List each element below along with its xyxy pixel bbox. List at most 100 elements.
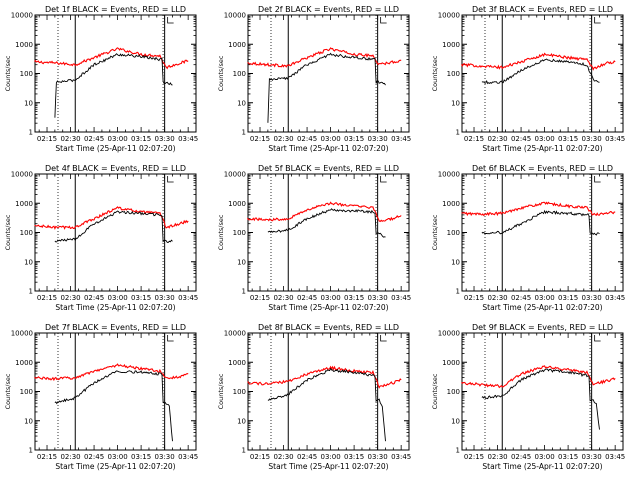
chart-panel-6: Det 6f BLACK = Events, RED = LLD Start Ti… xyxy=(431,164,625,312)
y-tick-label: 100 xyxy=(447,70,460,78)
y-tick-label: 10 xyxy=(451,99,460,107)
bracket-marker xyxy=(167,335,174,342)
x-tick-label: 03:00 xyxy=(534,453,554,461)
x-tick-label: 03:00 xyxy=(534,135,554,143)
x-tick-label: 02:45 xyxy=(511,135,531,143)
chart-panel-7: Det 7f BLACK = Events, RED = LLD Start Ti… xyxy=(4,323,198,471)
x-tick-label: 02:45 xyxy=(84,294,104,302)
x-tick-label: 03:30 xyxy=(155,294,175,302)
y-tick-label: 1000 xyxy=(15,359,33,367)
y-tick-label: 10 xyxy=(24,417,33,425)
series-line-black xyxy=(54,53,173,118)
plot-frame xyxy=(461,173,624,292)
y-tick-label: 10 xyxy=(451,258,460,266)
plot-frame xyxy=(247,173,410,292)
x-tick-label: 03:15 xyxy=(558,135,578,143)
x-tick-label: 02:30 xyxy=(487,135,507,143)
y-axis-label: Counts/sec xyxy=(217,55,225,91)
chart-panel-4: Det 4f BLACK = Events, RED = LLD Start Ti… xyxy=(4,164,198,312)
x-tick-label: 03:00 xyxy=(107,135,127,143)
y-tick-label: 1000 xyxy=(228,41,246,49)
chart-title: Det 9f BLACK = Events, RED = LLD xyxy=(472,323,613,332)
series-line-red xyxy=(247,365,402,389)
series-line-red xyxy=(247,47,402,68)
y-tick-label: 10000 xyxy=(438,12,460,20)
x-axis-label: Start Time (25-Apr-11 02:07:20) xyxy=(482,303,602,312)
x-axis-label: Start Time (25-Apr-11 02:07:20) xyxy=(55,462,175,471)
x-tick-label: 03:30 xyxy=(155,135,175,143)
bracket-marker xyxy=(380,17,387,24)
y-tick-label: 1 xyxy=(456,129,460,137)
x-axis-label: Start Time (25-Apr-11 02:07:20) xyxy=(55,303,175,312)
x-tick-label: 03:45 xyxy=(391,135,411,143)
series-line-red xyxy=(461,52,616,71)
y-tick-label: 100 xyxy=(447,229,460,237)
y-tick-label: 100 xyxy=(233,388,246,396)
x-tick-label: 02:15 xyxy=(250,453,270,461)
x-tick-label: 03:00 xyxy=(107,294,127,302)
x-tick-label: 03:15 xyxy=(558,453,578,461)
y-tick-label: 10 xyxy=(237,99,246,107)
series-line-red xyxy=(34,206,189,230)
y-tick-label: 10000 xyxy=(11,12,33,20)
y-tick-label: 100 xyxy=(20,388,33,396)
series-line-black xyxy=(481,368,600,430)
x-tick-label: 03:45 xyxy=(605,294,625,302)
y-tick-label: 10 xyxy=(237,258,246,266)
chart-title: Det 3f BLACK = Events, RED = LLD xyxy=(472,5,613,14)
x-tick-label: 03:30 xyxy=(368,294,388,302)
x-tick-label: 02:45 xyxy=(84,453,104,461)
bracket-marker xyxy=(594,176,601,183)
y-tick-label: 10000 xyxy=(224,330,246,338)
y-tick-label: 10000 xyxy=(11,171,33,179)
x-tick-label: 02:30 xyxy=(60,294,80,302)
x-tick-label: 03:15 xyxy=(131,453,151,461)
y-tick-label: 1000 xyxy=(228,359,246,367)
x-tick-label: 03:45 xyxy=(391,453,411,461)
bracket-marker xyxy=(380,176,387,183)
x-tick-label: 02:45 xyxy=(297,294,317,302)
chart-title: Det 5f BLACK = Events, RED = LLD xyxy=(258,164,399,173)
bracket-marker xyxy=(594,17,601,24)
x-tick-label: 02:45 xyxy=(297,135,317,143)
y-tick-label: 10000 xyxy=(11,330,33,338)
y-tick-label: 1 xyxy=(29,447,33,455)
x-axis-label: Start Time (25-Apr-11 02:07:20) xyxy=(482,462,602,471)
x-axis-label: Start Time (25-Apr-11 02:07:20) xyxy=(268,462,388,471)
x-tick-label: 02:15 xyxy=(464,135,484,143)
x-tick-label: 02:45 xyxy=(511,294,531,302)
series-line-red xyxy=(461,201,616,217)
x-axis-label: Start Time (25-Apr-11 02:07:20) xyxy=(482,144,602,153)
x-tick-label: 03:30 xyxy=(582,294,602,302)
x-axis-label: Start Time (25-Apr-11 02:07:20) xyxy=(268,303,388,312)
series-line-black xyxy=(54,210,173,243)
bracket-marker xyxy=(380,335,387,342)
plot-frame xyxy=(34,173,197,292)
x-tick-label: 03:00 xyxy=(320,453,340,461)
chart-panel-1: Det 1f BLACK = Events, RED = LLD Start Ti… xyxy=(4,5,198,153)
x-tick-label: 03:45 xyxy=(178,294,198,302)
series-line-black xyxy=(481,58,600,85)
y-tick-label: 1 xyxy=(242,288,246,296)
series-line-black xyxy=(267,367,386,442)
y-tick-label: 10000 xyxy=(438,171,460,179)
x-tick-label: 03:45 xyxy=(178,135,198,143)
y-tick-label: 1 xyxy=(29,288,33,296)
x-tick-label: 02:15 xyxy=(464,453,484,461)
series-line-black xyxy=(267,208,386,238)
x-tick-label: 03:00 xyxy=(107,453,127,461)
y-axis-label: Counts/sec xyxy=(431,55,439,91)
x-tick-label: 02:30 xyxy=(273,294,293,302)
x-tick-label: 02:45 xyxy=(297,453,317,461)
plot-frame xyxy=(461,332,624,451)
x-tick-label: 03:15 xyxy=(344,294,364,302)
y-tick-label: 1 xyxy=(242,447,246,455)
x-tick-label: 02:30 xyxy=(487,453,507,461)
x-tick-label: 03:45 xyxy=(605,453,625,461)
x-tick-label: 03:00 xyxy=(320,294,340,302)
y-tick-label: 100 xyxy=(20,70,33,78)
chart-title: Det 7f BLACK = Events, RED = LLD xyxy=(45,323,186,332)
y-tick-label: 1 xyxy=(242,129,246,137)
y-tick-label: 10000 xyxy=(224,12,246,20)
series-line-black xyxy=(481,209,600,236)
